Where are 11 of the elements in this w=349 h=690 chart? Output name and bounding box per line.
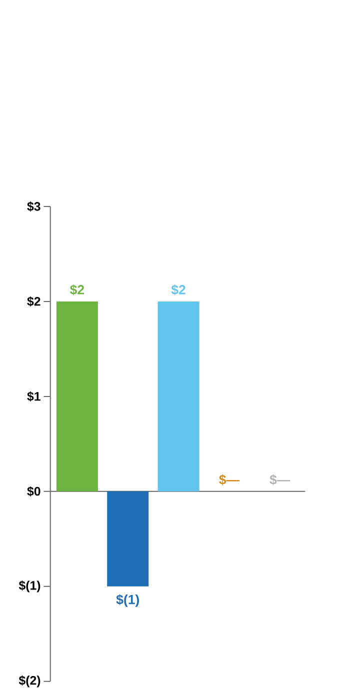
data-label: $(1): [116, 594, 140, 607]
y-tick-label: $1: [27, 391, 41, 402]
y-tick-label: $(2): [19, 675, 40, 688]
y-tick-label: $2: [27, 296, 40, 307]
y-tick-label: $3: [27, 201, 40, 212]
data-label: $2: [70, 284, 84, 296]
y-tick-label: $(1): [19, 580, 40, 592]
data-label: $2: [172, 284, 186, 296]
data-label: $—: [270, 474, 290, 486]
y-tick-label: $0: [27, 486, 40, 496]
data-label: $—: [219, 474, 240, 486]
